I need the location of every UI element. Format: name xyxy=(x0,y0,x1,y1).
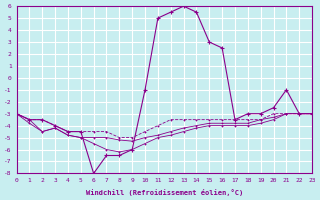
X-axis label: Windchill (Refroidissement éolien,°C): Windchill (Refroidissement éolien,°C) xyxy=(86,189,243,196)
